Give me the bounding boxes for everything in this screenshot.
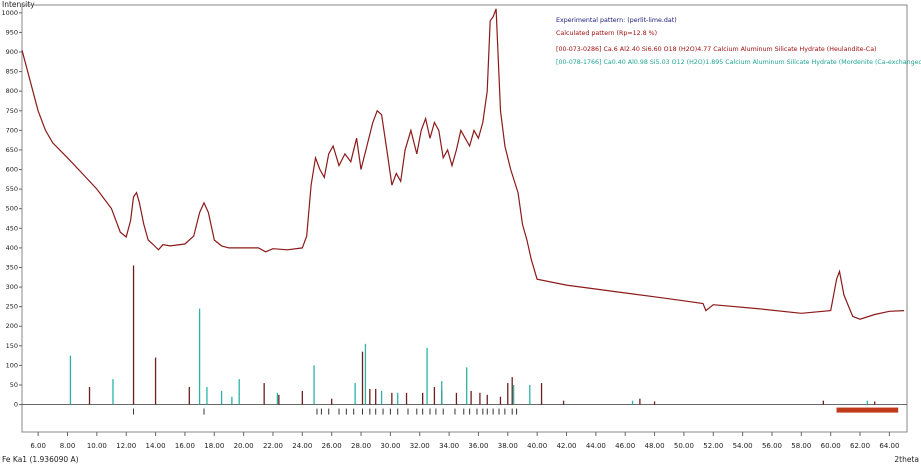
x-tick-label: 16.00 bbox=[175, 442, 195, 450]
x-tick-label: 60.00 bbox=[821, 442, 841, 450]
x-tick-label: 38.00 bbox=[498, 442, 518, 450]
x-tick-label: 12.00 bbox=[116, 442, 136, 450]
x-tick-label: 64.00 bbox=[879, 442, 899, 450]
x-tick-label: 24.00 bbox=[292, 442, 312, 450]
x-tick-label: 54.00 bbox=[733, 442, 753, 450]
x-tick-label: 36.00 bbox=[468, 442, 488, 450]
y-tick-label: 500 bbox=[6, 205, 18, 213]
y-tick-label: 200 bbox=[6, 322, 18, 330]
x-tick-label: 10.00 bbox=[87, 442, 107, 450]
legend-entry: [00-073-0286] Ca.6 Al2.40 Si6.60 O18 (H2… bbox=[556, 46, 877, 53]
y-tick-label: 350 bbox=[6, 263, 18, 271]
y-axis-label: Intensity bbox=[2, 0, 35, 9]
x-tick-label: 32.00 bbox=[410, 442, 430, 450]
x-tick-label: 62.00 bbox=[850, 442, 870, 450]
x-tick-label: 22.00 bbox=[263, 442, 283, 450]
y-tick-label: 300 bbox=[6, 283, 18, 291]
x-tick-label: 28.00 bbox=[351, 442, 371, 450]
y-tick-label: 550 bbox=[6, 185, 18, 193]
x-tick-label: 56.00 bbox=[762, 442, 782, 450]
y-tick-label: 1000 bbox=[1, 9, 18, 17]
y-tick-label: 950 bbox=[6, 28, 18, 36]
y-tick-label: 450 bbox=[6, 224, 18, 232]
x-tick-label: 52.00 bbox=[703, 442, 723, 450]
y-tick-label: 100 bbox=[6, 361, 18, 369]
y-tick-label: 800 bbox=[6, 87, 18, 95]
x-tick-label: 50.00 bbox=[674, 442, 694, 450]
x-tick-label: 14.00 bbox=[146, 442, 166, 450]
y-tick-label: 600 bbox=[6, 166, 18, 174]
x-tick-label: 30.00 bbox=[380, 442, 400, 450]
x-tick-label: 18.00 bbox=[204, 442, 224, 450]
y-tick-label: 700 bbox=[6, 126, 18, 134]
x-tick-label: 40.00 bbox=[527, 442, 547, 450]
pattern-line bbox=[21, 8, 905, 320]
x-tick-label: 46.00 bbox=[615, 442, 635, 450]
x-axis-label: 2theta bbox=[894, 455, 919, 464]
y-tick-label: 900 bbox=[6, 48, 18, 56]
x-tick-label: 8.00 bbox=[60, 442, 76, 450]
x-tick-label: 44.00 bbox=[586, 442, 606, 450]
x-tick-label: 58.00 bbox=[791, 442, 811, 450]
legend-entry: Calculated pattern (Rp=12.8 %) bbox=[556, 30, 657, 37]
legend-entry: [00-078-1766] Ca0.40 Al0.98 Si5.03 O12 (… bbox=[556, 59, 921, 66]
y-tick-label: 750 bbox=[6, 107, 18, 115]
y-tick-label: 0 bbox=[14, 401, 18, 409]
y-tick-label: 50 bbox=[10, 381, 18, 389]
y-tick-label: 850 bbox=[6, 68, 18, 76]
y-tick-label: 650 bbox=[6, 146, 18, 154]
radiation-label: Fe Ka1 (1.936090 A) bbox=[2, 455, 79, 464]
y-tick-label: 400 bbox=[6, 244, 18, 252]
excluded-region bbox=[836, 407, 899, 413]
x-tick-label: 34.00 bbox=[439, 442, 459, 450]
y-tick-label: 150 bbox=[6, 342, 18, 350]
x-tick-label: 6.00 bbox=[30, 442, 46, 450]
plot-frame bbox=[21, 4, 908, 433]
x-tick-label: 48.00 bbox=[645, 442, 665, 450]
x-tick-label: 20.00 bbox=[234, 442, 254, 450]
x-tick-label: 26.00 bbox=[322, 442, 342, 450]
y-tick-label: 250 bbox=[6, 303, 18, 311]
x-tick-label: 42.00 bbox=[556, 442, 576, 450]
legend-entry: Experimental pattern: (perlit-lime.dat) bbox=[556, 17, 677, 24]
